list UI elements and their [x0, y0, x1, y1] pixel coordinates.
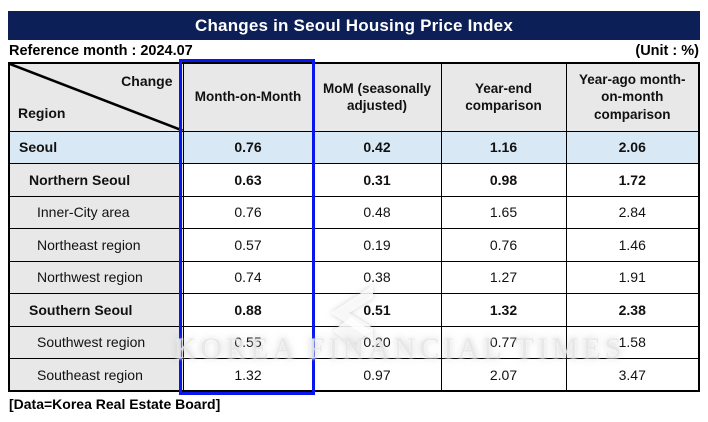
value-cell: 0.97 [312, 358, 442, 392]
corner-label-region: Region [18, 105, 66, 122]
value-cell: 1.32 [182, 358, 314, 392]
value-cell: 1.32 [440, 293, 567, 327]
value-cell: 1.91 [565, 260, 700, 294]
housing-price-table: Change Region Month-on-Month MoM (season… [8, 62, 700, 392]
region-label: Inner-City area [8, 195, 184, 229]
unit-label: (Unit : %) [635, 43, 699, 59]
value-cell: 3.47 [565, 358, 700, 392]
value-cell: 1.72 [565, 163, 700, 197]
region-label: Southeast region [8, 358, 184, 392]
value-cell: 2.84 [565, 195, 700, 229]
value-cell: 0.57 [182, 228, 314, 262]
value-cell: 0.42 [312, 130, 442, 164]
value-cell: 0.63 [182, 163, 314, 197]
col-header-mom-sa: MoM (seasonally adjusted) [312, 62, 442, 132]
col-header-year-ago: Year-ago month-on-month comparison [565, 62, 700, 132]
data-source-label: [Data=Korea Real Estate Board] [9, 396, 221, 412]
value-cell: 1.58 [565, 325, 700, 359]
region-label: Northwest region [8, 260, 184, 294]
value-cell: 0.77 [440, 325, 567, 359]
value-cell: 0.76 [440, 228, 567, 262]
reference-month-label: Reference month : 2024.07 [9, 43, 193, 59]
value-cell: 0.31 [312, 163, 442, 197]
corner-label-change: Change [121, 73, 173, 89]
table-row-southeast: Southeast region 1.32 0.97 2.07 3.47 [8, 358, 700, 392]
region-label: Southern Seoul [8, 293, 184, 327]
region-label: Northeast region [8, 228, 184, 262]
col-header-year-end: Year-end comparison [440, 62, 567, 132]
value-cell: 1.46 [565, 228, 700, 262]
value-cell: 0.51 [312, 293, 442, 327]
diagonal-divider [10, 64, 183, 131]
corner-header-cell: Change Region [8, 62, 184, 132]
region-label: Seoul [8, 130, 184, 164]
value-cell: 0.55 [182, 325, 314, 359]
value-cell: 2.38 [565, 293, 700, 327]
reference-line: Reference month : 2024.07 (Unit : %) [9, 42, 699, 60]
value-cell: 0.76 [182, 195, 314, 229]
value-cell: 0.76 [182, 130, 314, 164]
value-cell: 0.88 [182, 293, 314, 327]
page-title: Changes in Seoul Housing Price Index [8, 11, 700, 40]
value-cell: 2.06 [565, 130, 700, 164]
value-cell: 1.16 [440, 130, 567, 164]
value-cell: 0.20 [312, 325, 442, 359]
table-row-inner-city: Inner-City area 0.76 0.48 1.65 2.84 [8, 195, 700, 229]
value-cell: 2.07 [440, 358, 567, 392]
value-cell: 1.65 [440, 195, 567, 229]
table-row-northern-seoul: Northern Seoul 0.63 0.31 0.98 1.72 [8, 163, 700, 197]
value-cell: 0.74 [182, 260, 314, 294]
region-label: Northern Seoul [8, 163, 184, 197]
value-cell: 1.27 [440, 260, 567, 294]
value-cell: 0.48 [312, 195, 442, 229]
table-row-seoul: Seoul 0.76 0.42 1.16 2.06 [8, 130, 700, 164]
col-header-mom: Month-on-Month [182, 62, 314, 132]
value-cell: 0.98 [440, 163, 567, 197]
value-cell: 0.19 [312, 228, 442, 262]
table-row-southwest: Southwest region 0.55 0.20 0.77 1.58 [8, 325, 700, 359]
table-row-southern-seoul: Southern Seoul 0.88 0.51 1.32 2.38 [8, 293, 700, 327]
table-row-northeast: Northeast region 0.57 0.19 0.76 1.46 [8, 228, 700, 262]
table-row-northwest: Northwest region 0.74 0.38 1.27 1.91 [8, 260, 700, 294]
value-cell: 0.38 [312, 260, 442, 294]
region-label: Southwest region [8, 325, 184, 359]
header-row: Change Region Month-on-Month MoM (season… [8, 62, 700, 132]
